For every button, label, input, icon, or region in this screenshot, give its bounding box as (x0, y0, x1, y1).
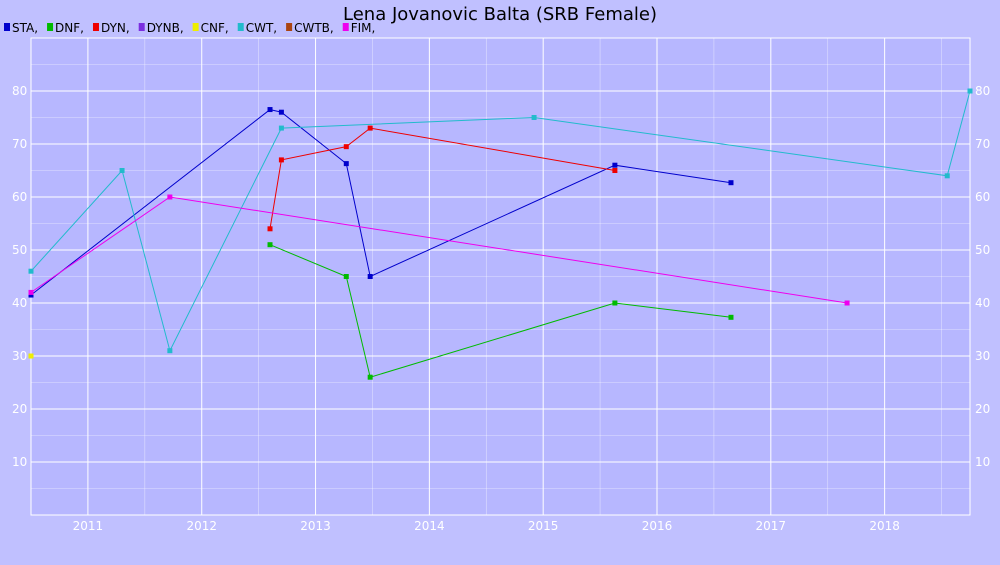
data-point (119, 168, 125, 173)
data-point (531, 115, 537, 120)
data-point (967, 88, 973, 94)
legend-swatch (192, 23, 199, 31)
data-point (167, 348, 173, 354)
x-tick-label: 2015 (528, 519, 559, 533)
legend-swatch (342, 23, 349, 31)
data-point (612, 300, 618, 306)
y-tick-label-right: 70 (975, 137, 990, 151)
legend-swatch (47, 23, 54, 31)
grid (30, 37, 971, 516)
legend-label: CNF, (201, 21, 229, 35)
legend-label: DNF, (55, 21, 84, 35)
plot-border (30, 37, 971, 516)
y-tick-label-left: 20 (12, 402, 27, 416)
data-point (343, 161, 349, 167)
legend-label: DYNB, (147, 21, 184, 35)
legend-label: CWT, (246, 21, 277, 35)
y-tick-label-right: 80 (975, 84, 990, 98)
y-tick-label-right: 50 (975, 243, 990, 257)
legend-swatch (4, 23, 10, 31)
data-point (28, 268, 34, 274)
data-point (367, 125, 373, 131)
series-fim (28, 194, 850, 306)
y-tick-label-right: 30 (975, 349, 990, 363)
data-point (267, 242, 273, 248)
data-point (343, 144, 349, 150)
data-point (612, 162, 618, 168)
y-tick-label-right: 10 (975, 455, 990, 469)
data-point (944, 173, 950, 179)
y-tick-label-right: 60 (975, 190, 990, 204)
series-layer (28, 88, 973, 380)
series-sta (28, 107, 734, 298)
legend-swatch (92, 23, 99, 31)
axis-ticks: 10 10 20 20 30 30 40 40 50 50 60 60 70 70 80 80 2011 2012… (12, 84, 990, 533)
series-cwt (28, 88, 973, 354)
y-tick-label-right: 20 (975, 402, 990, 416)
data-point (612, 168, 618, 173)
data-point (367, 274, 373, 279)
data-point (28, 353, 34, 359)
series-dnf (267, 242, 734, 380)
series-cnf (28, 353, 34, 359)
legend-swatch (138, 23, 145, 31)
data-point (343, 274, 349, 279)
data-point (728, 314, 734, 320)
y-tick-label-right: 40 (975, 296, 990, 310)
data-point (844, 300, 850, 306)
data-point (367, 374, 373, 380)
legend-label: CWTB, (294, 21, 334, 35)
data-point (267, 226, 273, 232)
legend-swatch (286, 23, 293, 31)
x-tick-label: 2012 (186, 519, 217, 533)
data-point (278, 109, 284, 115)
y-tick-label-left: 30 (12, 349, 27, 363)
legend-label: DYN, (101, 21, 130, 35)
y-tick-label-left: 80 (12, 84, 27, 98)
x-tick-label: 2017 (756, 519, 787, 533)
x-tick-label: 2014 (414, 519, 445, 533)
x-tick-label: 2016 (642, 519, 673, 533)
chart-title: Lena Jovanovic Balta (SRB Female) (343, 4, 657, 25)
data-point (28, 292, 34, 298)
data-point (267, 107, 273, 113)
data-point (278, 125, 284, 131)
legend-label: STA, (12, 21, 38, 35)
x-tick-label: 2018 (869, 519, 900, 533)
y-tick-label-left: 10 (12, 455, 27, 469)
data-point (728, 180, 734, 186)
data-point (278, 157, 284, 163)
x-tick-label: 2013 (300, 519, 331, 533)
y-tick-label-left: 50 (12, 243, 27, 257)
legend-swatch (237, 23, 244, 31)
x-tick-label: 2011 (73, 519, 104, 533)
legend-label: FIM, (351, 21, 376, 35)
series-dyn (267, 125, 618, 232)
data-point (28, 289, 34, 295)
y-tick-label-left: 60 (12, 190, 27, 204)
data-point (167, 194, 173, 200)
legend: STA, DNF, DYN, DYNB, CNF, CWT, CWTB, FIM, (4, 21, 375, 35)
y-tick-label-left: 40 (12, 296, 27, 310)
y-tick-label-left: 70 (12, 137, 27, 151)
